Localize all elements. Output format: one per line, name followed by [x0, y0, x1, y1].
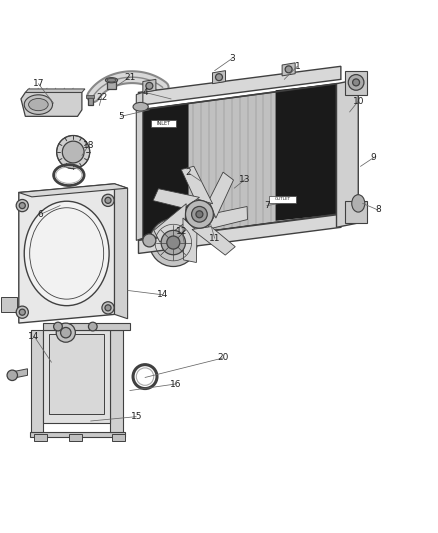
Circle shape: [19, 203, 25, 208]
Circle shape: [88, 322, 97, 331]
Circle shape: [7, 370, 18, 381]
Polygon shape: [1, 297, 17, 312]
Text: 18: 18: [83, 141, 94, 150]
Text: 3: 3: [229, 54, 235, 63]
FancyBboxPatch shape: [151, 120, 176, 127]
Polygon shape: [110, 329, 123, 432]
Polygon shape: [113, 434, 125, 441]
Text: 14: 14: [157, 290, 168, 300]
Polygon shape: [209, 172, 233, 218]
Text: 6: 6: [38, 210, 43, 219]
Polygon shape: [282, 63, 295, 76]
Text: 17: 17: [33, 79, 44, 88]
Text: 1: 1: [294, 62, 300, 71]
Ellipse shape: [24, 201, 109, 305]
Polygon shape: [19, 184, 127, 197]
Polygon shape: [181, 166, 213, 204]
Polygon shape: [138, 66, 341, 106]
Circle shape: [185, 200, 213, 228]
Circle shape: [146, 83, 153, 90]
Polygon shape: [25, 89, 85, 92]
Text: 21: 21: [124, 72, 135, 82]
Polygon shape: [141, 84, 336, 240]
Text: 10: 10: [353, 96, 364, 106]
Polygon shape: [192, 227, 235, 255]
Polygon shape: [153, 189, 199, 208]
Circle shape: [105, 197, 111, 204]
Text: 12: 12: [177, 227, 188, 236]
Text: 15: 15: [131, 412, 142, 421]
Text: 4: 4: [142, 88, 148, 97]
Polygon shape: [34, 434, 47, 441]
Polygon shape: [143, 79, 156, 92]
Ellipse shape: [133, 102, 148, 111]
Circle shape: [285, 66, 292, 73]
Text: 5: 5: [118, 112, 124, 121]
Ellipse shape: [107, 78, 116, 82]
Polygon shape: [154, 204, 186, 242]
Circle shape: [105, 305, 111, 311]
Circle shape: [56, 323, 75, 342]
Text: INLET: INLET: [157, 121, 171, 126]
Polygon shape: [49, 334, 104, 415]
Polygon shape: [276, 84, 336, 221]
Text: 14: 14: [28, 332, 40, 341]
Circle shape: [102, 194, 114, 206]
Polygon shape: [207, 206, 247, 230]
Polygon shape: [212, 71, 226, 84]
Circle shape: [149, 219, 197, 266]
Polygon shape: [30, 432, 125, 437]
Text: 20: 20: [218, 353, 229, 362]
Polygon shape: [141, 103, 188, 240]
Text: 2: 2: [186, 168, 191, 177]
Circle shape: [62, 141, 84, 163]
Ellipse shape: [106, 78, 117, 83]
Circle shape: [53, 322, 62, 331]
Text: 8: 8: [375, 205, 381, 214]
Polygon shape: [10, 369, 28, 379]
Polygon shape: [21, 92, 82, 116]
Circle shape: [161, 230, 185, 255]
Circle shape: [19, 309, 25, 315]
Polygon shape: [136, 92, 143, 240]
Text: 9: 9: [371, 153, 376, 162]
Bar: [107, 80, 116, 89]
Bar: [86, 94, 94, 98]
Ellipse shape: [28, 99, 48, 111]
Polygon shape: [19, 184, 115, 323]
Polygon shape: [43, 329, 110, 423]
Circle shape: [16, 306, 28, 318]
Polygon shape: [345, 71, 367, 94]
Text: 16: 16: [170, 379, 181, 389]
Polygon shape: [43, 323, 130, 329]
Polygon shape: [183, 218, 197, 262]
Circle shape: [102, 302, 114, 314]
Ellipse shape: [352, 195, 365, 212]
Text: 13: 13: [239, 175, 251, 184]
Circle shape: [167, 236, 180, 249]
Circle shape: [196, 211, 203, 218]
Circle shape: [60, 327, 71, 338]
Circle shape: [16, 199, 28, 212]
Polygon shape: [138, 214, 341, 254]
Ellipse shape: [24, 95, 53, 115]
FancyBboxPatch shape: [269, 196, 296, 203]
Polygon shape: [345, 201, 367, 223]
Circle shape: [57, 135, 90, 168]
Bar: [88, 97, 93, 106]
Text: 22: 22: [96, 93, 107, 102]
Polygon shape: [336, 79, 358, 228]
Text: 11: 11: [209, 233, 220, 243]
Circle shape: [215, 74, 223, 80]
Circle shape: [348, 75, 364, 90]
Circle shape: [191, 206, 207, 222]
Polygon shape: [115, 184, 127, 319]
Polygon shape: [31, 329, 43, 432]
Circle shape: [143, 234, 156, 247]
Polygon shape: [69, 434, 82, 441]
Circle shape: [353, 79, 360, 86]
Text: OUTLET: OUTLET: [275, 197, 290, 201]
Text: 7: 7: [264, 201, 270, 210]
